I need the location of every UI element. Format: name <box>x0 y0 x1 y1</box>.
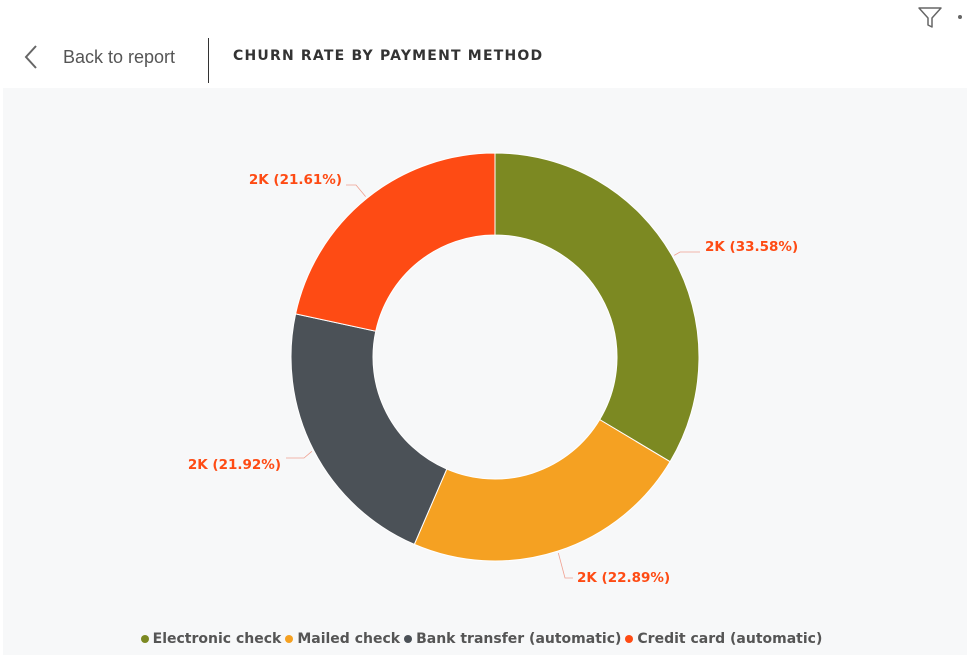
legend-dot-icon <box>625 635 634 643</box>
legend-item[interactable]: Bank transfer (automatic) <box>404 631 621 647</box>
data-label: 2K (33.58%) <box>705 239 798 255</box>
page-title: CHURN RATE BY PAYMENT METHOD <box>233 48 544 64</box>
legend-label: Credit card (automatic) <box>637 631 823 647</box>
label-leader-line <box>346 184 366 197</box>
label-leader-line <box>673 251 700 256</box>
label-leader-line <box>286 451 313 459</box>
header-bar: Back to report CHURN RATE BY PAYMENT MET… <box>0 0 967 88</box>
legend-dot-icon <box>140 635 149 643</box>
legend-label: Bank transfer (automatic) <box>416 631 622 647</box>
label-leader-line <box>557 552 573 579</box>
chart-legend: Electronic check Mailed check Bank transfe… <box>0 628 967 650</box>
legend-dot-icon <box>404 635 413 643</box>
legend-label: Electronic check <box>152 631 282 647</box>
data-label: 2K (22.89%) <box>577 570 670 586</box>
legend-item[interactable]: Electronic check <box>140 631 282 647</box>
back-to-report-button[interactable]: Back to report <box>22 40 175 74</box>
donut-slice-mailed-check[interactable] <box>413 418 671 562</box>
donut-slice-credit-card-automatic[interactable] <box>295 152 496 332</box>
more-options-icon[interactable] <box>958 15 962 19</box>
legend-item[interactable]: Mailed check <box>285 631 400 647</box>
back-label: Back to report <box>63 46 176 67</box>
header-divider <box>208 38 209 83</box>
legend-dot-icon <box>285 635 294 643</box>
donut-slice-electronic-check[interactable] <box>494 152 700 463</box>
donut-chart: 2K (33.58%) 2K (22.89%) 2K (21.92%) 2K (21.… <box>188 152 798 586</box>
filter-icon[interactable] <box>917 6 943 30</box>
data-label: 2K (21.61%) <box>249 172 342 188</box>
legend-label: Mailed check <box>297 631 401 647</box>
chevron-left-icon <box>24 45 37 69</box>
donut-slice-bank-transfer-automatic[interactable] <box>290 313 448 546</box>
data-label: 2K (21.92%) <box>188 457 281 473</box>
legend-item[interactable]: Credit card (automatic) <box>625 631 822 647</box>
